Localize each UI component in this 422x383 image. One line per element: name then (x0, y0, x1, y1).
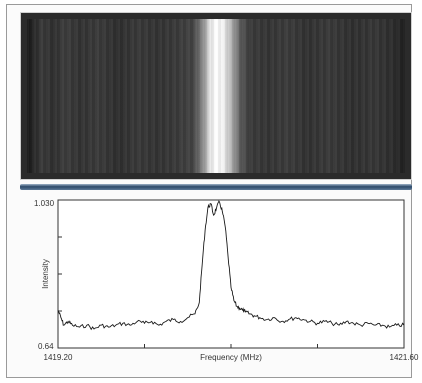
x-axis-title: Frequency (MHz) (200, 353, 262, 362)
y-tick-label-bottom: 0.64 (38, 342, 54, 351)
panel-separator (20, 184, 412, 190)
spectrogram-panel (20, 12, 412, 180)
x-tick-label-right: 1421.60 (390, 353, 419, 362)
y-axis-title: Intensity (41, 259, 50, 289)
x-tick-label-left: 1419.20 (44, 353, 73, 362)
y-tick-label-top: 1.030 (34, 199, 55, 208)
spectrogram-image (27, 19, 405, 173)
spectrum-line (57, 200, 405, 331)
plot-frame (57, 199, 405, 349)
